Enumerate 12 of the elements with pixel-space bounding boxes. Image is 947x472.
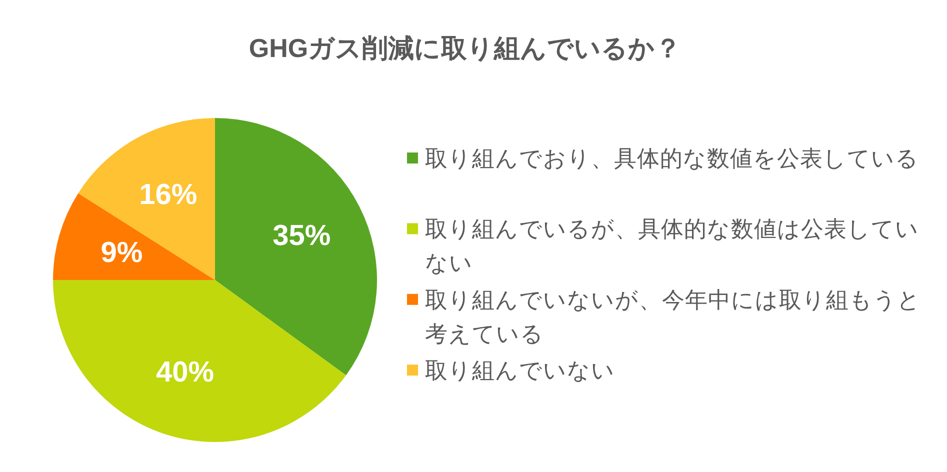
- legend-label: 取り組んでいないが、今年中には取り組もうと考えている: [425, 286, 921, 346]
- pie-slice: [78, 118, 215, 280]
- chart-title: GHGガス削減に取り組んでいるか？: [248, 33, 682, 63]
- data-label: 16%: [139, 178, 198, 211]
- legend-label: 取り組んでいない: [425, 358, 615, 383]
- data-label: 35%: [272, 220, 331, 252]
- pie-slice: [53, 280, 346, 442]
- data-label: 9%: [100, 236, 143, 269]
- legend-label: 取り組んでいるが、具体的な数値は公表していない: [425, 216, 919, 276]
- pie-slice: [215, 118, 377, 376]
- data-label: 40%: [156, 356, 214, 388]
- legend-label: 取り組んでおり、具体的な数値を公表している: [425, 146, 919, 170]
